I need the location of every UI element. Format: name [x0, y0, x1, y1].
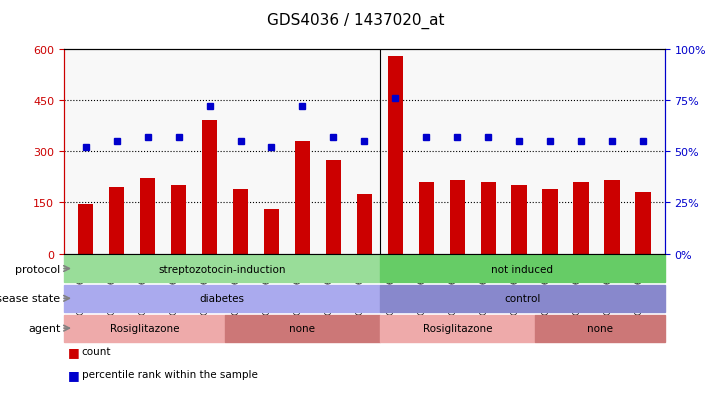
Bar: [264, 210, 279, 254]
Bar: [140, 179, 155, 254]
Bar: [419, 183, 434, 254]
Bar: [542, 189, 558, 254]
Bar: [636, 192, 651, 254]
Text: Rosiglitazone: Rosiglitazone: [422, 323, 492, 333]
Text: percentile rank within the sample: percentile rank within the sample: [82, 369, 257, 379]
Bar: [202, 121, 218, 254]
Text: diabetes: diabetes: [199, 294, 245, 304]
Bar: [232, 189, 248, 254]
Text: none: none: [289, 323, 316, 333]
Bar: [449, 181, 465, 254]
Bar: [171, 186, 186, 254]
Text: control: control: [504, 294, 540, 304]
Text: count: count: [82, 347, 111, 356]
Bar: [64, 315, 225, 342]
Bar: [64, 256, 380, 282]
Text: ■: ■: [68, 345, 80, 358]
Bar: [380, 315, 535, 342]
Bar: [326, 160, 341, 254]
Bar: [109, 188, 124, 254]
Bar: [225, 315, 380, 342]
Bar: [574, 183, 589, 254]
Bar: [481, 183, 496, 254]
Text: protocol: protocol: [15, 264, 60, 274]
Text: Rosiglitazone: Rosiglitazone: [109, 323, 179, 333]
Bar: [78, 204, 93, 254]
Bar: [64, 285, 380, 312]
Bar: [387, 57, 403, 254]
Text: streptozotocin-induction: streptozotocin-induction: [158, 264, 286, 274]
Text: agent: agent: [28, 323, 60, 333]
Bar: [511, 186, 527, 254]
Text: disease state: disease state: [0, 294, 60, 304]
Text: not induced: not induced: [491, 264, 553, 274]
Bar: [380, 256, 665, 282]
Text: GDS4036 / 1437020_at: GDS4036 / 1437020_at: [267, 13, 444, 29]
Bar: [357, 195, 372, 254]
Text: ■: ■: [68, 368, 80, 381]
Bar: [604, 181, 620, 254]
Bar: [294, 142, 310, 254]
Bar: [535, 315, 665, 342]
Bar: [380, 285, 665, 312]
Text: none: none: [587, 323, 613, 333]
